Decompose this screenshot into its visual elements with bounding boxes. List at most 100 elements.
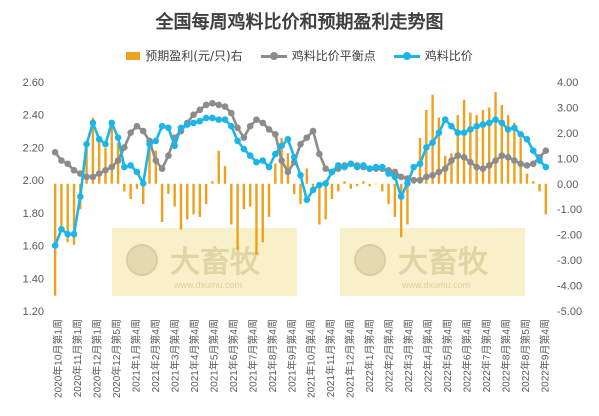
ratio-point	[479, 121, 487, 128]
balance-point	[303, 134, 311, 141]
ratio-point	[504, 126, 512, 133]
balance-point	[416, 176, 424, 184]
profit-bar	[217, 150, 220, 184]
balance-point	[196, 106, 204, 114]
profit-bar	[91, 117, 95, 184]
profit-bar	[167, 183, 170, 194]
legend: 预期盈利(元/只)右 鸡料比价平衡点 鸡料比价	[0, 47, 599, 64]
watermark-logo-icon	[126, 244, 158, 276]
profit-bar	[148, 148, 151, 184]
balance-point	[435, 168, 443, 176]
ratio-point	[190, 119, 197, 127]
balance-point	[139, 127, 147, 135]
legend-swatch-ratio	[393, 51, 420, 61]
profit-bar	[248, 183, 252, 207]
x-tick-label: 2020年10月第1周	[52, 319, 65, 398]
balance-point	[410, 176, 418, 184]
balance-point	[492, 157, 499, 164]
ratio-point	[372, 163, 380, 171]
balance-point	[284, 168, 292, 176]
ratio-point	[83, 140, 90, 148]
balance-point	[165, 152, 172, 159]
balance-point	[498, 152, 506, 159]
ratio-point	[529, 147, 537, 154]
watermark-site: www.dxumu.com	[173, 280, 242, 290]
profit-bar	[456, 115, 459, 184]
legend-item-balance: 鸡料比价平衡点	[260, 47, 376, 64]
profit-bar	[160, 183, 164, 222]
ratio-point	[397, 193, 405, 200]
balance-point	[64, 160, 72, 168]
ratio-point	[227, 122, 235, 130]
balance-point	[127, 129, 134, 137]
y-left-tick-label: 2.40	[23, 110, 44, 122]
watermark-site: www.dxumu.com	[401, 280, 470, 290]
x-tick-label: 2022年2月第4周	[383, 319, 396, 392]
profit-bar	[393, 183, 397, 217]
legend-label-balance: 鸡料比价平衡点	[291, 49, 376, 63]
profit-bar	[142, 183, 145, 205]
balance-point	[240, 134, 248, 141]
ratio-point	[391, 173, 399, 181]
balance-point	[202, 101, 210, 109]
x-tick-label: 2021年6月第4周	[227, 319, 240, 392]
y-left-tick-label: 1.20	[23, 306, 44, 318]
profit-bar	[324, 183, 327, 220]
ratio-point	[347, 160, 355, 168]
x-tick-label: 2022年3月第4周	[402, 319, 415, 392]
balance-point	[529, 160, 537, 168]
ratio-point	[309, 186, 317, 194]
watermark-brand: 大畜牧	[170, 245, 261, 279]
ratio-point	[410, 163, 418, 171]
legend-item-ratio: 鸡料比价	[393, 47, 473, 64]
profit-bar	[330, 183, 334, 200]
profit-bar	[305, 168, 308, 184]
ratio-point	[297, 171, 304, 179]
x-tick-label: 2021年7月第4周	[246, 319, 259, 392]
profit-bar	[110, 120, 113, 184]
y-left-tick-label: 2.60	[23, 77, 44, 89]
balance-point	[51, 149, 59, 156]
ratio-point	[234, 137, 241, 145]
profit-bar	[97, 140, 101, 184]
balance-point	[511, 157, 518, 164]
ratio-point	[102, 140, 109, 148]
ratio-point	[183, 121, 191, 128]
ratio-point	[165, 124, 172, 132]
profit-bar	[129, 183, 132, 200]
balance-point	[89, 173, 97, 181]
ratio-point	[492, 116, 499, 123]
balance-point	[70, 167, 78, 174]
x-tick-label: 2022年9月第4周	[539, 319, 552, 392]
profit-bar	[53, 183, 57, 296]
profit-bar	[66, 183, 69, 243]
balance-point	[253, 116, 260, 123]
ratio-point	[284, 135, 292, 143]
watermark-logo-icon	[354, 244, 386, 276]
profit-bar	[362, 181, 365, 184]
profit-bar	[123, 183, 126, 192]
balance-point	[460, 153, 468, 161]
profit-bar	[355, 183, 359, 187]
profit-bar	[255, 183, 258, 256]
balance-point	[504, 153, 512, 161]
ratio-point	[246, 152, 254, 159]
balance-point	[83, 173, 90, 181]
balance-point	[322, 165, 329, 172]
balance-point	[158, 165, 166, 172]
balance-point	[278, 157, 285, 164]
ratio-point	[316, 181, 323, 189]
watermark-brand: 大畜牧	[398, 245, 489, 279]
ratio-point	[196, 117, 204, 125]
ratio-point	[146, 140, 153, 148]
x-tick-label: 2022年8月第5周	[519, 319, 532, 392]
balance-point	[316, 150, 323, 158]
profit-bar	[186, 183, 189, 220]
y-right-tick-label: -1.00	[557, 204, 582, 216]
profit-bar	[318, 183, 321, 225]
profit-bar	[506, 115, 510, 184]
ratio-point	[202, 114, 210, 122]
ratio-point	[121, 163, 128, 171]
profit-bar	[223, 165, 227, 184]
